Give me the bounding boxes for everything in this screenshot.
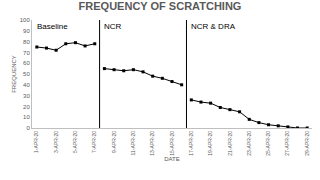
svg-text:11-APR-20: 11-APR-20 (130, 131, 136, 156)
svg-text:25-APR-20: 25-APR-20 (265, 131, 271, 156)
svg-text:30: 30 (23, 93, 30, 99)
svg-text:13-APR-20: 13-APR-20 (149, 131, 155, 156)
svg-text:FREQUENCY OF SCRATCHING: FREQUENCY OF SCRATCHING (79, 0, 242, 12)
svg-text:90: 90 (23, 28, 30, 34)
svg-text:1-APR-20: 1-APR-20 (33, 131, 39, 153)
svg-text:21-APR-20: 21-APR-20 (227, 131, 233, 156)
svg-text:15-APR-20: 15-APR-20 (169, 131, 175, 156)
svg-text:FREQUENCY: FREQUENCY (11, 55, 17, 93)
svg-text:5-APR-20: 5-APR-20 (72, 131, 78, 153)
svg-text:Baseline: Baseline (37, 22, 68, 31)
svg-text:DATE: DATE (164, 156, 180, 162)
svg-text:80: 80 (23, 39, 30, 45)
svg-text:40: 40 (23, 82, 30, 88)
svg-text:NCR & DRA: NCR & DRA (191, 22, 236, 31)
svg-text:19-APR-20: 19-APR-20 (207, 131, 213, 156)
svg-text:50: 50 (23, 71, 30, 77)
svg-text:70: 70 (23, 50, 30, 56)
svg-text:23-APR-20: 23-APR-20 (246, 131, 252, 156)
svg-text:17-APR-20: 17-APR-20 (188, 131, 194, 156)
svg-text:3-APR-20: 3-APR-20 (53, 131, 59, 153)
svg-text:27-APR-20: 27-APR-20 (284, 131, 290, 156)
svg-text:7-APR-20: 7-APR-20 (91, 131, 97, 153)
svg-text:0: 0 (26, 125, 30, 131)
svg-text:NCR: NCR (104, 22, 122, 31)
svg-text:10: 10 (23, 114, 30, 120)
svg-text:100: 100 (20, 17, 31, 23)
svg-text:20: 20 (23, 104, 30, 110)
svg-text:29-APR-20: 29-APR-20 (304, 131, 310, 156)
svg-text:9-APR-20: 9-APR-20 (111, 131, 117, 153)
svg-text:60: 60 (23, 60, 30, 66)
